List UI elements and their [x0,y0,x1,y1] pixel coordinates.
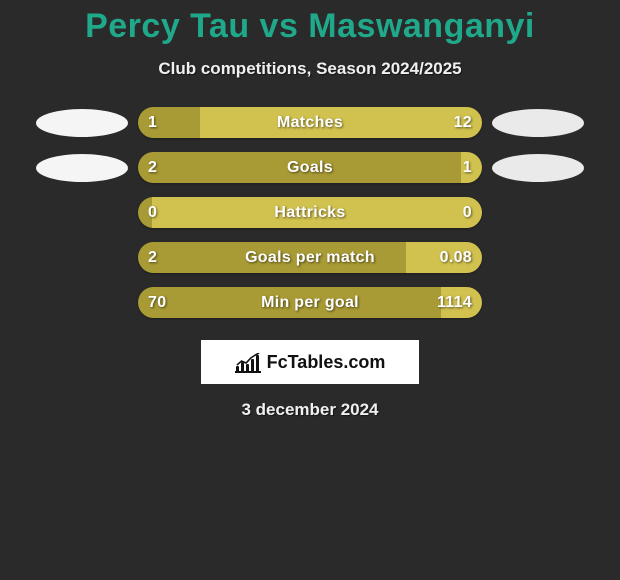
branding-badge: FcTables.com [201,340,419,384]
bar-chart-icon [235,351,261,373]
player-left-marker [36,154,128,182]
stat-label: Min per goal [138,287,482,318]
player-right-marker [492,154,584,182]
stat-bar: 112Matches [138,107,482,138]
stat-row: 112Matches [0,107,620,138]
stats-list: 112Matches 21Goals 00Hattricks 20.08Goals p… [0,107,620,318]
branding-text: FcTables.com [267,352,386,373]
stat-label: Hattricks [138,197,482,228]
stat-row: 21Goals [0,152,620,183]
comparison-subtitle: Club competitions, Season 2024/2025 [0,59,620,79]
stat-row: 20.08Goals per match [0,242,620,273]
stat-bar: 21Goals [138,152,482,183]
stat-bar: 701114Min per goal [138,287,482,318]
stat-bar: 00Hattricks [138,197,482,228]
player-left-marker [36,109,128,137]
footer-date: 3 december 2024 [0,400,620,420]
stat-label: Matches [138,107,482,138]
player-right-marker [492,109,584,137]
stat-row: 00Hattricks [0,197,620,228]
stat-label: Goals [138,152,482,183]
comparison-title: Percy Tau vs Maswanganyi [0,8,620,45]
stat-row: 701114Min per goal [0,287,620,318]
stat-bar: 20.08Goals per match [138,242,482,273]
stat-label: Goals per match [138,242,482,273]
